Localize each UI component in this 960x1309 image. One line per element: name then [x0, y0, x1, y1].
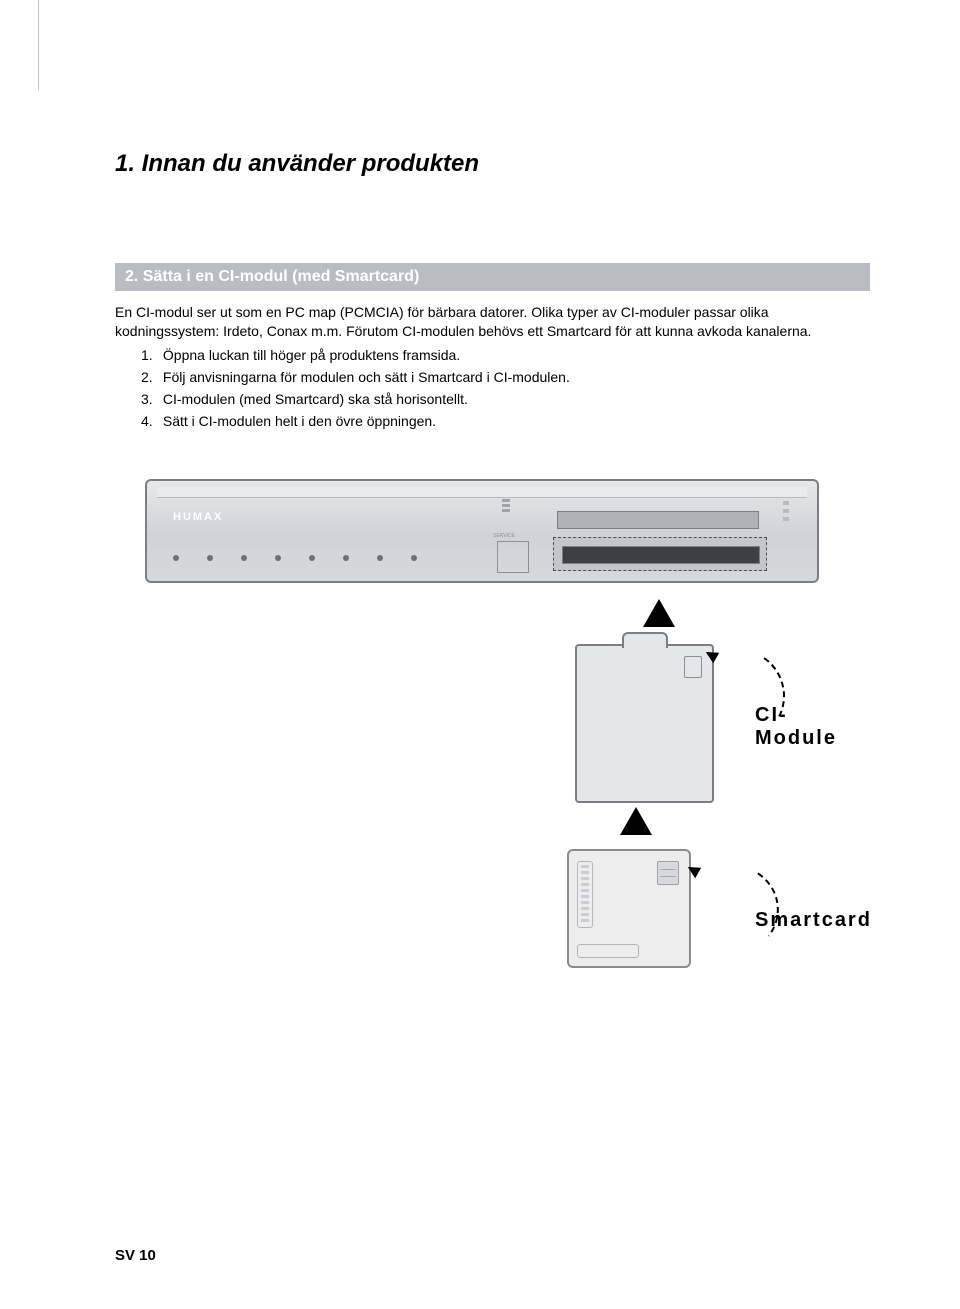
- ci-slot-opening: [562, 546, 760, 564]
- smartcard-callout-label: Smartcard: [755, 909, 872, 932]
- ci-module-callout-label: CI-Module: [755, 704, 837, 750]
- usb-port-icon: [497, 541, 529, 573]
- insert-arrow-icon: [620, 807, 652, 835]
- step-number: 3.: [141, 391, 159, 407]
- step-text: Öppna luckan till höger på produktens fr…: [163, 347, 460, 363]
- front-button-icon: [173, 555, 179, 561]
- step-item: 4. Sätt i CI-modulen helt i den övre öpp…: [141, 413, 870, 429]
- step-item: 2. Följ anvisningarna för modulen och sä…: [141, 369, 870, 385]
- front-button-icon: [309, 555, 315, 561]
- page-title: 1. Innan du använder produkten: [115, 150, 870, 178]
- device-top-strip: [157, 487, 807, 498]
- smartcard-illustration: [567, 849, 691, 968]
- usb-indicator-icon: [502, 499, 510, 512]
- front-button-icon: [207, 555, 213, 561]
- smartcard-ridge-icon: [577, 861, 593, 928]
- step-number: 2.: [141, 369, 159, 385]
- brand-logo-text: HUMAX: [173, 511, 223, 523]
- step-text: CI-modulen (med Smartcard) ska stå horis…: [163, 391, 468, 407]
- page-footer: SV 10: [115, 1247, 156, 1264]
- step-item: 3. CI-modulen (med Smartcard) ska stå ho…: [141, 391, 870, 407]
- front-button-icon: [377, 555, 383, 561]
- section-intro-text: En CI-modul ser ut som en PC map (PCMCIA…: [115, 303, 870, 341]
- vent-icon: [783, 501, 789, 521]
- front-button-icon: [343, 555, 349, 561]
- smartcard-stripe-icon: [577, 944, 639, 958]
- upper-card-slot: [557, 511, 759, 529]
- step-text: Sätt i CI-modulen helt i den övre öppnin…: [163, 413, 436, 429]
- ci-module-notch: [622, 632, 668, 648]
- section-heading-bar: 2. Sätta i en CI-modul (med Smartcard): [115, 263, 870, 291]
- ci-module-illustration: [575, 644, 714, 803]
- device-chassis: HUMAX SERVICE: [145, 479, 819, 583]
- front-button-icon: [275, 555, 281, 561]
- figure-diagram: HUMAX SERVICE: [115, 469, 815, 1029]
- front-button-icon: [241, 555, 247, 561]
- step-number: 1.: [141, 347, 159, 363]
- lower-ci-slot: [553, 537, 767, 571]
- device-front-panel: HUMAX SERVICE: [145, 469, 815, 589]
- insert-arrow-icon: [643, 599, 675, 627]
- usb-port-label: SERVICE: [493, 533, 515, 539]
- front-button-icon: [411, 555, 417, 561]
- step-number: 4.: [141, 413, 159, 429]
- front-button-row: [173, 555, 417, 561]
- smartcard-chip-icon: [657, 861, 679, 885]
- step-list: 1. Öppna luckan till höger på produktens…: [141, 347, 870, 429]
- step-text: Följ anvisningarna för modulen och sätt …: [163, 369, 570, 385]
- margin-rule: [38, 0, 39, 90]
- step-item: 1. Öppna luckan till höger på produktens…: [141, 347, 870, 363]
